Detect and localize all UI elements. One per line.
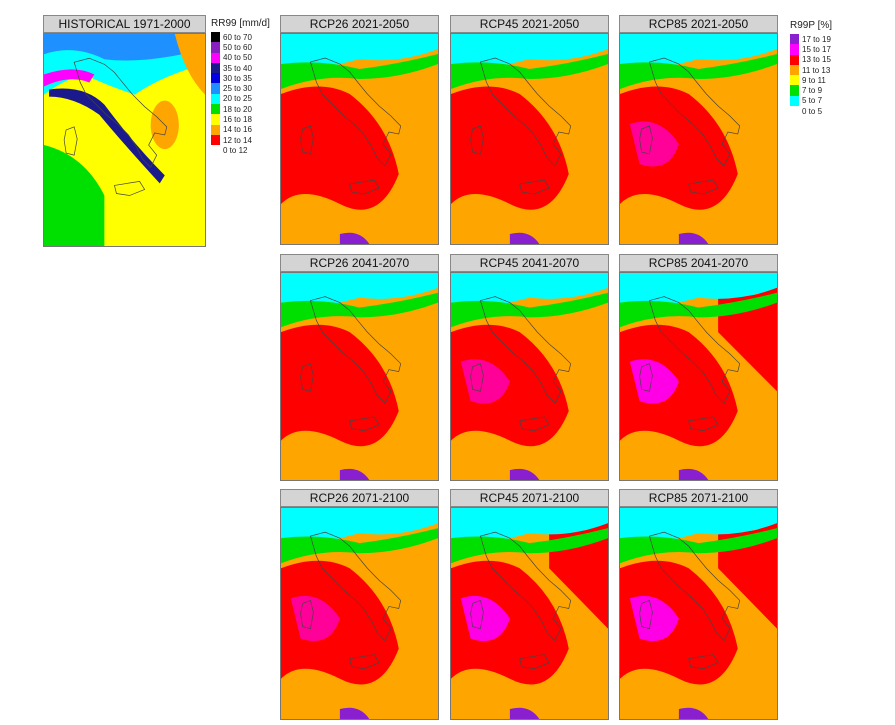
legend-entry: 35 to 40	[211, 62, 270, 74]
panel-title: RCP85 2021-2050	[619, 15, 778, 33]
legend-label: 0 to 5	[802, 106, 823, 116]
legend-swatch	[211, 134, 220, 146]
legend-entry: 60 to 70	[211, 32, 270, 43]
legend-swatch	[790, 106, 799, 117]
legend-swatch	[790, 85, 799, 96]
historical-legend: RR99 [mm/d] 60 to 70 50 to 60 40 to 50 35 t…	[211, 18, 270, 156]
projection-panel: RCP85 2071-2100	[619, 489, 778, 720]
projection-map	[280, 33, 439, 245]
legend-entry: 9 to 11	[790, 75, 832, 86]
legend-label: 11 to 13	[802, 65, 831, 75]
legend-label: 25 to 30	[223, 84, 252, 94]
projection-panel: RCP26 2071-2100	[280, 489, 439, 720]
projection-panel: RCP26 2041-2070	[280, 254, 439, 481]
historical-map	[43, 33, 206, 247]
legend-label: 0 to 12	[223, 145, 248, 155]
legend-entry: 50 to 60	[211, 42, 270, 53]
legend-entry: 7 to 9	[790, 85, 832, 96]
projection-map	[450, 507, 609, 720]
projection-panel: RCP26 2021-2050	[280, 15, 439, 245]
legend-entry: 40 to 50	[211, 52, 270, 63]
projection-map	[280, 507, 439, 720]
legend-swatch	[790, 75, 799, 86]
legend-label: 18 to 20	[223, 104, 252, 114]
legend-label: 12 to 14	[223, 135, 252, 145]
legend-swatch	[211, 42, 220, 53]
legend-label: 14 to 16	[223, 125, 252, 135]
legend-entry: 0 to 5	[790, 106, 832, 117]
legend-entry: 0 to 12	[211, 145, 270, 156]
legend-swatch	[211, 32, 220, 43]
panel-title: RCP26 2021-2050	[280, 15, 439, 33]
projection-map	[280, 272, 439, 481]
projection-map	[450, 272, 609, 481]
projection-panel: RCP85 2021-2050	[619, 15, 778, 245]
panel-title: RCP45 2041-2070	[450, 254, 609, 272]
historical-panel: HISTORICAL 1971-2000	[43, 15, 206, 247]
projection-legend: R99P [%] 17 to 19 15 to 17 13 to 15 11 to 1…	[790, 20, 833, 117]
legend-entry: 15 to 17	[790, 44, 832, 55]
legend-swatch	[211, 83, 220, 94]
projection-legend-title: R99P [%]	[790, 20, 833, 31]
legend-swatch	[790, 44, 799, 55]
legend-label: 30 to 35	[223, 73, 252, 83]
legend-swatch	[211, 104, 220, 115]
legend-swatch	[211, 93, 220, 105]
legend-swatch	[790, 64, 799, 76]
legend-label: 15 to 17	[802, 44, 831, 54]
legend-entry: 13 to 15	[790, 54, 832, 65]
legend-label: 40 to 50	[223, 53, 252, 63]
legend-entry: 16 to 18	[211, 114, 270, 125]
projection-map	[619, 272, 778, 481]
legend-label: 60 to 70	[223, 32, 252, 42]
legend-entry: 12 to 14	[211, 134, 270, 146]
legend-label: 16 to 18	[223, 115, 252, 125]
projection-panel: RCP85 2041-2070	[619, 254, 778, 481]
legend-label: 9 to 11	[802, 75, 826, 85]
projection-panel: RCP45 2071-2100	[450, 489, 609, 720]
legend-swatch	[211, 62, 220, 74]
projection-map	[619, 507, 778, 720]
legend-label: 13 to 15	[802, 55, 831, 65]
legend-swatch	[211, 73, 220, 84]
legend-swatch	[211, 145, 220, 156]
panel-title: RCP45 2071-2100	[450, 489, 609, 507]
panel-title: RCP26 2071-2100	[280, 489, 439, 507]
historical-legend-title: RR99 [mm/d]	[211, 18, 270, 29]
legend-swatch	[211, 124, 220, 135]
legend-swatch	[790, 34, 799, 45]
legend-entry: 11 to 13	[790, 64, 832, 76]
legend-swatch	[790, 95, 799, 107]
legend-label: 20 to 25	[223, 94, 252, 104]
legend-label: 50 to 60	[223, 42, 252, 52]
legend-entry: 18 to 20	[211, 104, 270, 115]
legend-swatch	[211, 114, 220, 125]
legend-entry: 30 to 35	[211, 73, 270, 84]
legend-entry: 25 to 30	[211, 83, 270, 94]
legend-swatch	[211, 52, 220, 63]
historical-title: HISTORICAL 1971-2000	[43, 15, 206, 33]
projection-map	[619, 33, 778, 245]
panel-title: RCP85 2041-2070	[619, 254, 778, 272]
legend-swatch	[790, 54, 799, 65]
panel-title: RCP85 2071-2100	[619, 489, 778, 507]
legend-entry: 5 to 7	[790, 95, 832, 107]
panel-title: RCP26 2041-2070	[280, 254, 439, 272]
legend-label: 35 to 40	[223, 63, 252, 73]
legend-entry: 20 to 25	[211, 93, 270, 105]
projection-panel: RCP45 2041-2070	[450, 254, 609, 481]
projection-panel: RCP45 2021-2050	[450, 15, 609, 245]
projection-map	[450, 33, 609, 245]
legend-entry: 17 to 19	[790, 34, 832, 45]
legend-label: 17 to 19	[802, 34, 831, 44]
panel-title: RCP45 2021-2050	[450, 15, 609, 33]
legend-label: 5 to 7	[802, 96, 823, 106]
legend-entry: 14 to 16	[211, 124, 270, 135]
legend-label: 7 to 9	[802, 86, 823, 96]
